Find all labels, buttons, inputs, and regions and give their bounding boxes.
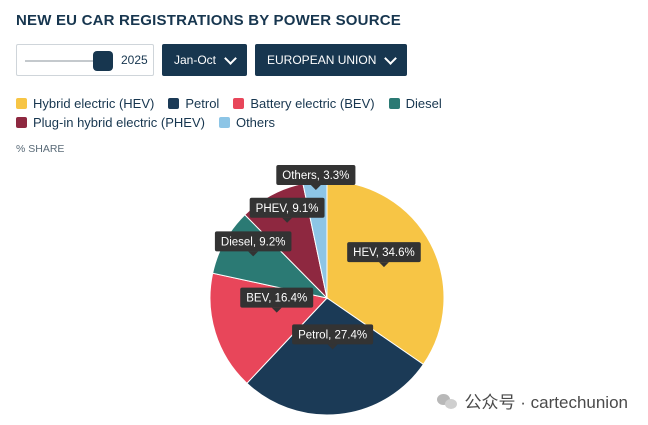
data-label-box xyxy=(347,242,421,263)
legend-swatch xyxy=(388,98,400,109)
legend-swatch xyxy=(16,117,27,128)
period-dropdown[interactable]: Jan-Oct xyxy=(162,44,248,76)
legend-item[interactable]: Battery electric (BEV) xyxy=(233,94,375,113)
data-label-pointer xyxy=(378,262,389,268)
watermark: 公众号 · cartechunion xyxy=(436,388,628,413)
region-dropdown-label: EUROPEAN UNION xyxy=(267,53,377,67)
data-label-box xyxy=(214,231,292,252)
data-label-text: Others, 3.3% xyxy=(282,170,349,182)
chart-title: NEW EU CAR REGISTRATIONS BY POWER SOURCE xyxy=(16,12,401,29)
legend-label: Plug-in hybrid electric (PHEV) xyxy=(33,115,205,130)
watermark-text: 公众号 · cartechunion xyxy=(464,393,628,412)
data-label-pointer xyxy=(271,307,282,313)
data-label-box xyxy=(276,164,356,185)
legend-item[interactable]: Petrol xyxy=(168,94,219,113)
share-axis-label: % SHARE xyxy=(16,143,65,155)
data-label-pointer xyxy=(327,344,338,350)
pie-slice[interactable] xyxy=(326,180,445,366)
data-label: Others, 3.3% xyxy=(276,164,356,190)
legend-item[interactable]: Hybrid electric (HEV) xyxy=(16,94,154,113)
data-label: HEV, 34.6% xyxy=(347,242,421,268)
year-value: 2025 xyxy=(121,53,148,67)
legend-item[interactable]: Plug-in hybrid electric (PHEV) xyxy=(16,113,205,132)
data-label-box xyxy=(240,287,314,308)
data-label: PHEV, 9.1% xyxy=(249,197,325,223)
legend-item[interactable]: Diesel xyxy=(388,94,442,113)
data-label: BEV, 16.4% xyxy=(240,287,314,313)
legend-label: Petrol xyxy=(185,96,220,111)
slider-handle[interactable] xyxy=(93,51,114,71)
data-label-box xyxy=(292,324,374,345)
legend-item[interactable]: Others xyxy=(218,113,275,132)
legend-swatch xyxy=(233,98,245,109)
year-slider[interactable]: 2025 xyxy=(16,44,154,76)
data-label-pointer xyxy=(248,251,259,257)
wechat-icon xyxy=(436,392,459,410)
legend-swatch xyxy=(168,98,180,109)
data-label-text: HEV, 34.6% xyxy=(353,247,415,259)
legend-swatch xyxy=(218,117,230,128)
period-dropdown-label: Jan-Oct xyxy=(174,53,217,67)
legend-label: Others xyxy=(235,115,275,130)
data-label-text: PHEV, 9.1% xyxy=(256,203,319,215)
data-label-text: Petrol, 27.4% xyxy=(298,329,367,341)
controls-bar: 2025 Jan-Oct EUROPEAN UNION xyxy=(16,44,408,76)
legend-label: Battery electric (BEV) xyxy=(250,96,375,111)
data-label-box xyxy=(249,197,325,218)
region-dropdown[interactable]: EUROPEAN UNION xyxy=(255,44,408,76)
data-label-text: Diesel, 9.2% xyxy=(221,236,286,248)
data-label-pointer xyxy=(282,217,293,223)
data-label: Petrol, 27.4% xyxy=(292,324,374,350)
legend-label: Diesel xyxy=(405,96,442,111)
slider-track[interactable] xyxy=(25,60,109,62)
data-label-text: BEV, 16.4% xyxy=(246,293,307,305)
data-label: Diesel, 9.2% xyxy=(214,231,292,257)
legend-swatch xyxy=(16,98,27,109)
legend: Hybrid electric (HEV) Petrol Battery elect… xyxy=(16,94,636,132)
data-label-pointer xyxy=(310,184,321,190)
legend-label: Hybrid electric (HEV) xyxy=(33,96,155,111)
pie-slice[interactable] xyxy=(246,297,425,416)
